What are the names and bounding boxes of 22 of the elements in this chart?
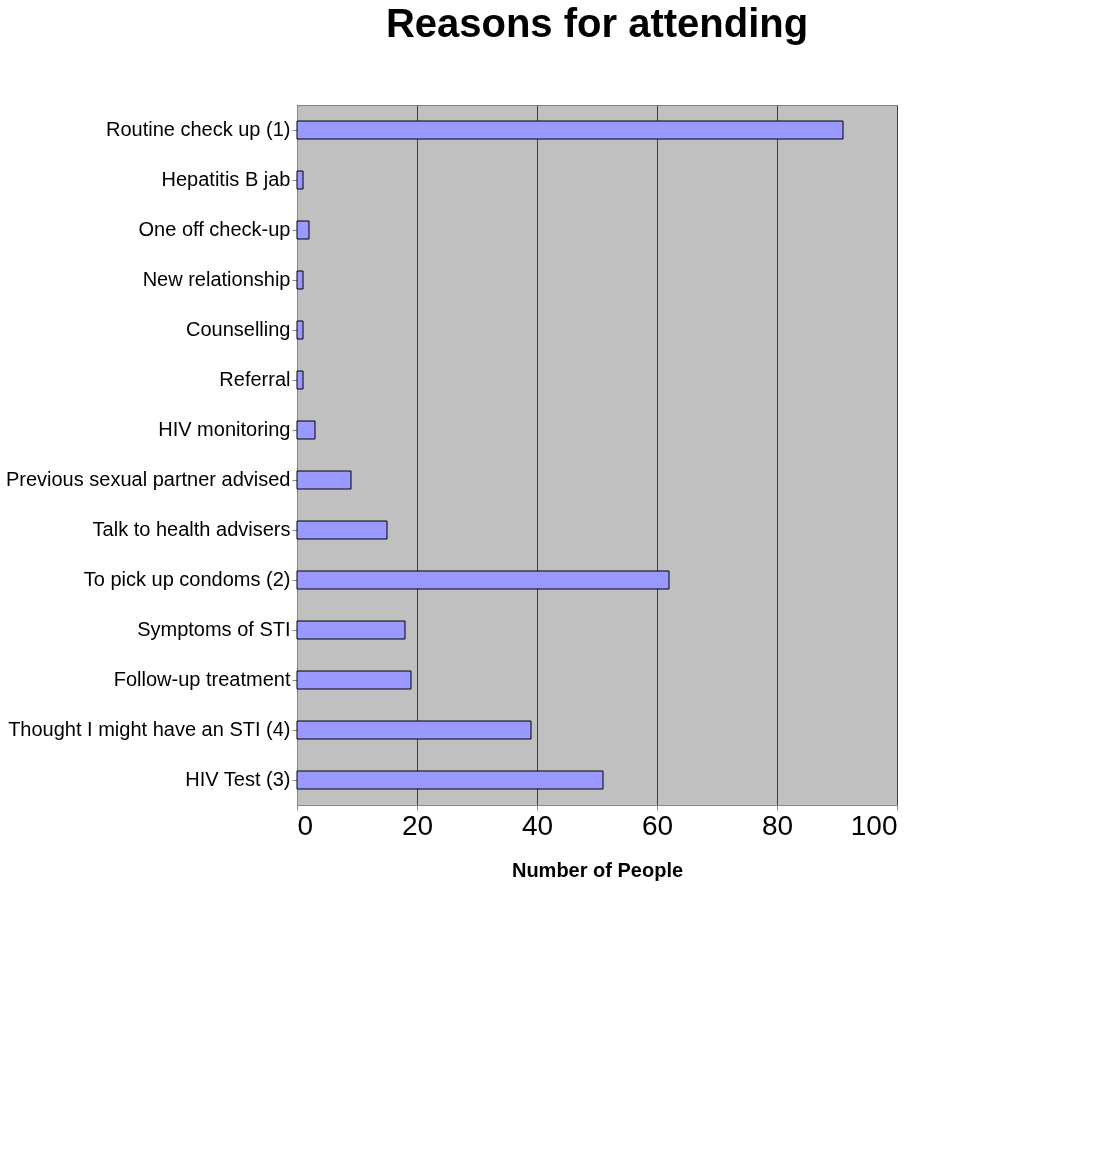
- y-tick-label: HIV Test (3): [185, 768, 291, 790]
- x-axis-title: Number of People: [511, 858, 684, 881]
- y-tick-label: To pick up condoms (2): [83, 568, 291, 590]
- y-tick-label: Follow-up treatment: [113, 668, 291, 690]
- y-tick-label: Counselling: [185, 318, 291, 340]
- y-tick-label: Thought I might have an STI (4): [8, 718, 291, 740]
- y-tick-label: Talk to health advisers: [92, 518, 291, 540]
- y-tick-label: Routine check up (1): [105, 118, 291, 140]
- y-tick-label: Symptoms of STI: [137, 618, 291, 640]
- x-tick-label: 80: [761, 809, 794, 841]
- chart-title: Reasons for attending: [385, 1, 809, 45]
- x-tick-label: 40: [521, 809, 554, 841]
- x-tick-label: 100: [850, 809, 898, 841]
- y-tick-label: Previous sexual partner advised: [5, 468, 291, 490]
- y-tick-label: HIV monitoring: [158, 418, 291, 440]
- x-tick-label: 60: [641, 809, 674, 841]
- x-tick-label: 0: [297, 809, 314, 841]
- x-tick-label: 20: [401, 809, 434, 841]
- y-tick-label: New relationship: [142, 268, 291, 290]
- y-tick-label: Hepatitis B jab: [161, 168, 291, 190]
- y-tick-label: One off check-up: [138, 218, 291, 240]
- y-tick-label: Referral: [219, 368, 291, 390]
